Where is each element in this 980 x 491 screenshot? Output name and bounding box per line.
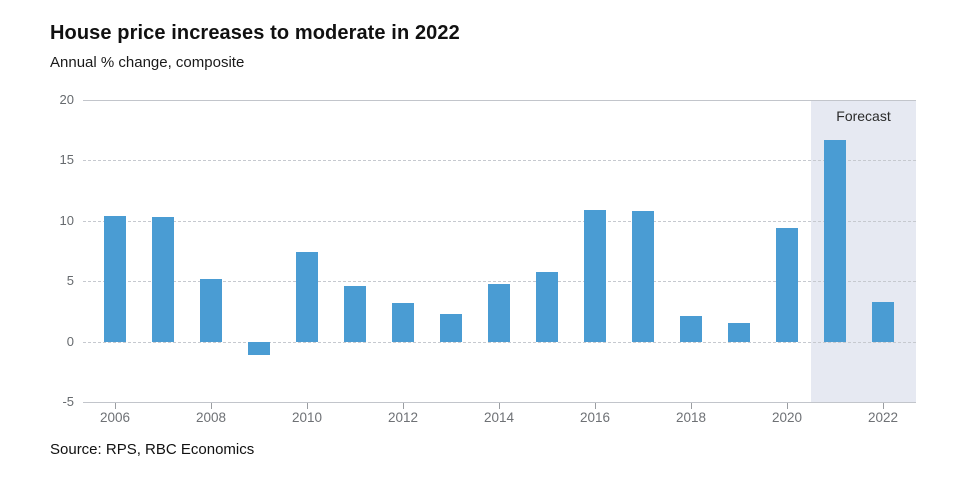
gridline-0 <box>83 341 916 343</box>
x-tick-2020 <box>787 403 788 409</box>
bar-2019 <box>728 323 750 342</box>
bar-2018 <box>680 316 702 342</box>
x-tick-2018 <box>691 403 692 409</box>
forecast-label: Forecast <box>836 108 891 124</box>
bar-2022 <box>872 301 894 342</box>
x-tick-2022 <box>883 403 884 409</box>
x-tick-2012 <box>403 403 404 409</box>
bar-2007 <box>152 217 174 342</box>
bar-2021 <box>824 139 846 342</box>
plot-area: Forecast <box>83 100 916 403</box>
bar-2013 <box>440 313 462 342</box>
x-tick-label-2006: 2006 <box>99 410 131 425</box>
gridline-20 <box>83 100 916 101</box>
gridline-5 <box>83 281 916 283</box>
gridline-10 <box>83 220 916 222</box>
y-tick-label-20: 20 <box>59 92 74 107</box>
x-tick-label-2012: 2012 <box>387 410 419 425</box>
bar-2011 <box>344 286 366 342</box>
chart-title: House price increases to moderate in 202… <box>50 22 460 44</box>
bar-2015 <box>536 271 558 342</box>
bar-2017 <box>632 211 654 342</box>
x-tick-2014 <box>499 403 500 409</box>
x-tick-label-2016: 2016 <box>579 410 611 425</box>
bar-2020 <box>776 228 798 342</box>
y-tick-label--5: -5 <box>62 394 74 409</box>
y-tick-label-5: 5 <box>66 273 74 289</box>
bar-2006 <box>104 215 126 342</box>
gridline-15 <box>83 160 916 162</box>
bar-2009 <box>248 341 270 355</box>
x-tick-2006 <box>115 403 116 409</box>
x-tick-label-2008: 2008 <box>195 410 227 425</box>
bar-2016 <box>584 209 606 342</box>
bar-2012 <box>392 302 414 342</box>
y-tick-label-10: 10 <box>59 212 74 228</box>
x-tick-label-2010: 2010 <box>291 410 323 425</box>
bar-2014 <box>488 283 510 342</box>
source-note: Source: RPS, RBC Economics <box>50 441 255 458</box>
x-tick-2008 <box>211 403 212 409</box>
bar-2010 <box>296 252 318 342</box>
gridline--5 <box>83 402 916 403</box>
x-tick-label-2022: 2022 <box>867 410 899 425</box>
x-tick-2016 <box>595 403 596 409</box>
x-tick-label-2020: 2020 <box>771 410 803 425</box>
x-tick-2010 <box>307 403 308 409</box>
x-tick-label-2018: 2018 <box>675 410 707 425</box>
bar-2008 <box>200 278 222 342</box>
y-tick-label-0: 0 <box>66 333 74 349</box>
chart-subtitle: Annual % change, composite <box>50 54 245 71</box>
y-tick-label-15: 15 <box>59 152 74 168</box>
x-tick-label-2014: 2014 <box>483 410 515 425</box>
